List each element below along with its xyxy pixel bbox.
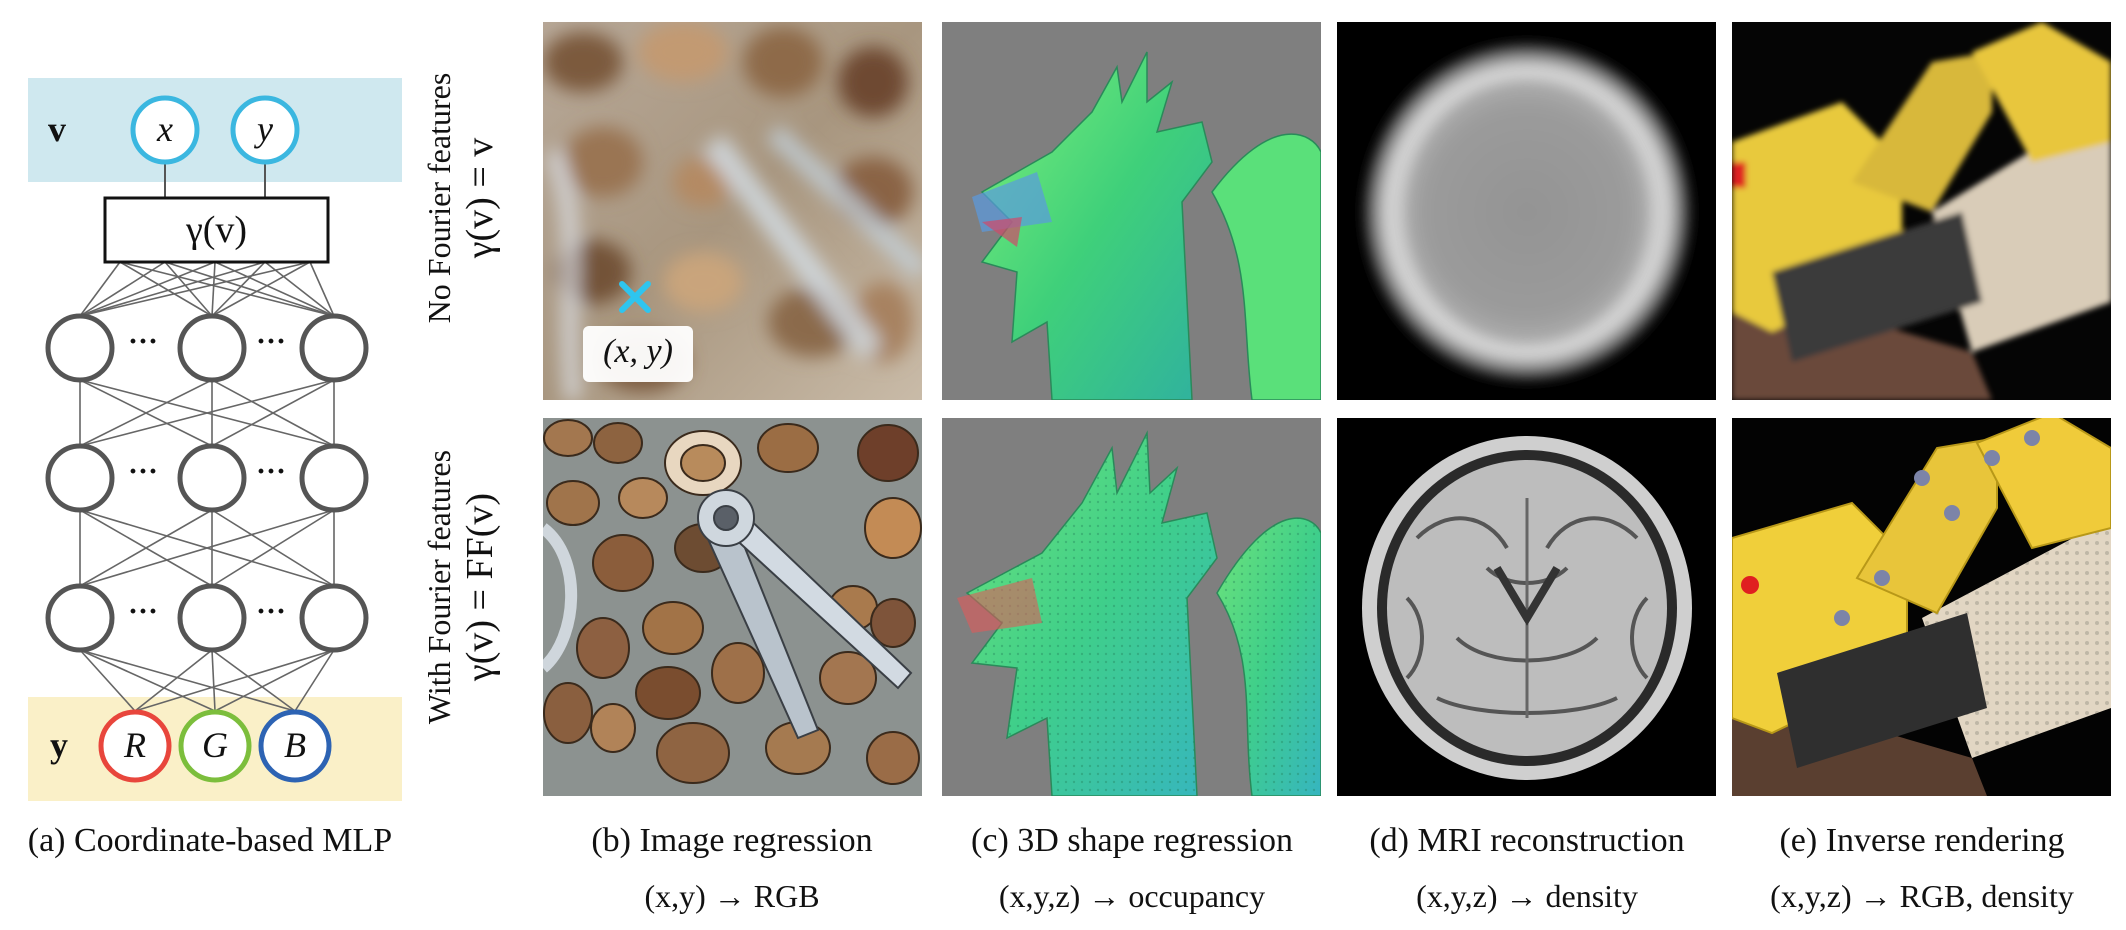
hidden-node bbox=[177, 583, 247, 653]
connection-lines bbox=[79, 261, 335, 712]
output-node-b bbox=[258, 709, 332, 783]
sample-point-label: (x, y) bbox=[603, 333, 673, 370]
encoding-box bbox=[103, 196, 330, 264]
inverse-rendering-no-ff bbox=[1732, 22, 2111, 400]
output-label: y bbox=[50, 725, 68, 765]
row-label-bottom: With Fourier features γ(v) = FF(v) bbox=[421, 398, 531, 776]
image-regression-with-ff bbox=[543, 418, 922, 796]
inverse-rendering-with-ff bbox=[1732, 418, 2111, 796]
hidden-dots: ··· bbox=[128, 325, 159, 358]
input-node-x-label: x bbox=[157, 109, 173, 149]
image-regression-no-ff: (x, y) bbox=[543, 22, 922, 400]
row-label-bottom-line2: γ(v) = FF(v) bbox=[459, 492, 501, 682]
hidden-dots: ··· bbox=[256, 455, 287, 488]
input-label: v bbox=[48, 109, 66, 149]
hidden-dots: ··· bbox=[128, 595, 159, 628]
shape-regression-no-ff bbox=[942, 22, 1321, 400]
nuts bbox=[543, 419, 922, 785]
dragon-shape bbox=[980, 51, 1213, 400]
row-label-top: No Fourier features γ(v) = v bbox=[421, 9, 531, 387]
hidden-dots: ··· bbox=[256, 325, 287, 358]
mlp-diagram-svg bbox=[28, 78, 402, 801]
caption-d: (d) MRI reconstruction bbox=[1369, 822, 1685, 859]
encoding-label: γ(v) bbox=[185, 209, 248, 251]
row-label-top-line1: No Fourier features bbox=[421, 72, 457, 324]
nutcracker bbox=[697, 489, 913, 740]
input-node-y-label: y bbox=[257, 109, 273, 149]
hidden-node bbox=[299, 583, 369, 653]
hidden-dots: ··· bbox=[256, 595, 287, 628]
caption-a: (a) Coordinate-based MLP bbox=[27, 822, 393, 859]
hidden-node bbox=[177, 443, 247, 513]
hidden-layers bbox=[45, 313, 369, 653]
mlp-diagram: v x y γ(v) ··· ··· ··· ··· ··· ··· y R G… bbox=[0, 0, 420, 820]
caption-e-mapping: (x,y,z) → RGB, density bbox=[1770, 878, 2074, 914]
row-label-bottom-line1: With Fourier features bbox=[421, 449, 457, 725]
caption-e: (e) Inverse rendering bbox=[1779, 822, 2065, 859]
hidden-node bbox=[45, 443, 115, 513]
shape-regression-with-ff bbox=[942, 418, 1321, 796]
row-label-top-line2: γ(v) = v bbox=[459, 137, 501, 259]
input-node-y bbox=[230, 95, 300, 165]
caption-c: (c) 3D shape regression bbox=[971, 822, 1293, 859]
caption-b: (b) Image regression bbox=[591, 822, 873, 859]
hidden-node bbox=[299, 443, 369, 513]
output-node-g bbox=[178, 709, 252, 783]
input-band bbox=[28, 78, 402, 182]
mri-with-ff bbox=[1337, 418, 1716, 796]
output-node-g-label: G bbox=[202, 725, 228, 765]
hidden-node bbox=[299, 313, 369, 383]
input-node-x bbox=[130, 95, 200, 165]
output-node-r bbox=[98, 709, 172, 783]
mri-no-ff bbox=[1337, 22, 1716, 400]
hidden-dots: ··· bbox=[128, 455, 159, 488]
caption-d-mapping: (x,y,z) → density bbox=[1416, 878, 1638, 914]
sample-point-marker bbox=[619, 281, 651, 313]
sample-point-label-box bbox=[583, 326, 693, 382]
caption-b-mapping: (x,y) → RGB bbox=[644, 878, 820, 914]
caption-c-mapping: (x,y,z) → occupancy bbox=[998, 878, 1266, 914]
hidden-node bbox=[45, 583, 115, 653]
hidden-node bbox=[177, 313, 247, 383]
output-node-b-label: B bbox=[284, 725, 306, 765]
hidden-node bbox=[45, 313, 115, 383]
output-node-r-label: R bbox=[124, 725, 146, 765]
